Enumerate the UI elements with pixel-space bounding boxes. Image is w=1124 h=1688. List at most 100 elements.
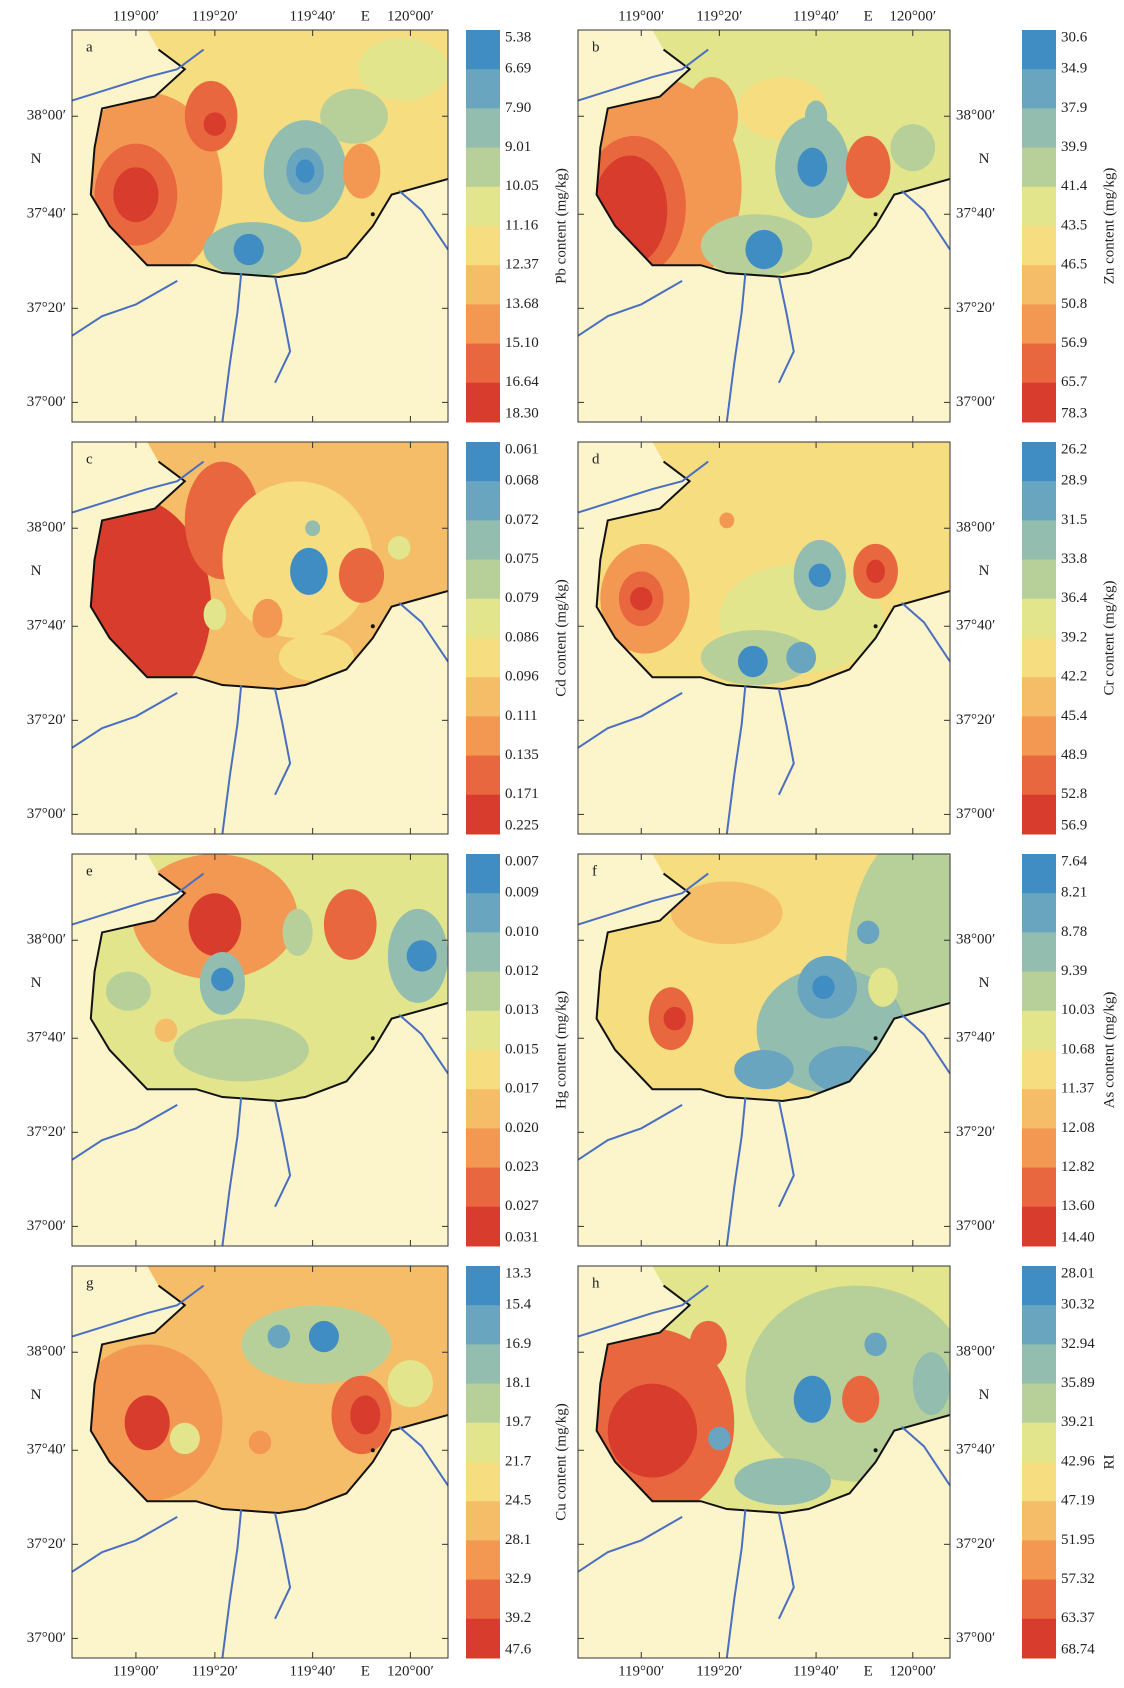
longitude-label: 119°20′: [192, 8, 238, 24]
colorbar-label: 12.82: [1061, 1159, 1095, 1175]
colorbar-label: 51.95: [1061, 1532, 1095, 1548]
contour-zone: [719, 512, 735, 529]
contour-zone: [188, 893, 242, 956]
river: [72, 460, 205, 514]
city-dot: [370, 624, 375, 629]
colorbar-bin: [466, 1266, 500, 1306]
longitude-label: 119°40′: [793, 8, 839, 24]
longitude-label: 119°20′: [192, 1663, 238, 1679]
latitude-label: 37°20′: [956, 300, 995, 316]
river: [900, 1425, 950, 1487]
river: [72, 872, 205, 926]
colorbar-bin: [1022, 520, 1056, 561]
north-label: N: [31, 1387, 42, 1403]
colorbar-label: 32.94: [1061, 1336, 1095, 1352]
contour-zone: [737, 645, 768, 678]
colorbar-bin: [466, 1462, 500, 1502]
colorbar-bin: [466, 147, 500, 188]
map-frame: [577, 853, 951, 1247]
contour-zone: [308, 1320, 339, 1353]
colorbar-title: As content (mg/kg): [1101, 992, 1117, 1109]
colorbar-label: 0.027: [505, 1198, 539, 1214]
contour-zone: [912, 1352, 950, 1415]
latitude-label: 37°20′: [27, 1536, 66, 1552]
colorbar-label: 0.007: [505, 853, 539, 869]
longitude-label: 120°00′: [387, 8, 434, 24]
contour-zone: [406, 940, 437, 972]
longitude-label: 120°00′: [889, 1663, 936, 1679]
colorbar-bin: [466, 442, 500, 482]
colorbar-label: 47.6: [505, 1641, 532, 1657]
river: [274, 688, 292, 796]
colorbar-bin: [1022, 1344, 1056, 1385]
colorbar-label: 7.64: [1061, 853, 1088, 869]
contour-zone: [868, 967, 898, 1007]
colorbar-label: 10.03: [1061, 1002, 1095, 1018]
river: [398, 1425, 448, 1487]
contour-zone: [342, 143, 381, 199]
contour-zone: [124, 1395, 170, 1451]
colorbar-label: 13.3: [505, 1265, 531, 1281]
colorbar-bin: [1022, 1462, 1056, 1502]
colorbar-label: 0.061: [505, 441, 539, 457]
contour-zone: [338, 547, 385, 603]
colorbar-title: Pb content (mg/kg): [553, 168, 569, 284]
colorbar-label: 0.225: [505, 817, 539, 833]
colorbar-bin: [1022, 30, 1056, 70]
colorbar-title: RI: [1101, 1454, 1117, 1469]
colorbar-label: 39.2: [505, 1610, 531, 1626]
colorbar-bin: [1022, 598, 1056, 639]
map-frame: [577, 441, 951, 835]
contour-zone: [320, 88, 388, 144]
panel-letter: h: [592, 1275, 600, 1291]
longitude-label: 119°00′: [618, 1663, 664, 1679]
colorbar-bin: [466, 794, 500, 835]
colorbar-label: 0.015: [505, 1041, 539, 1057]
colorbar-bin: [1022, 716, 1056, 757]
colorbar-label: 0.072: [505, 512, 539, 528]
colorbar-bin: [1022, 1167, 1056, 1208]
river: [72, 1516, 178, 1573]
contour-zone: [689, 1320, 727, 1368]
map-panel: d 38°00′ 37°40′ 37°20′ 37°00′ N 26.2 28.9 31.5 33…: [577, 441, 1117, 835]
colorbar-bin: [466, 226, 500, 266]
colorbar-bin: [466, 1050, 500, 1090]
colorbar-label: 0.013: [505, 1002, 539, 1018]
colorbar-bin: [466, 1305, 500, 1345]
river: [900, 189, 950, 251]
east-label: E: [361, 1663, 370, 1679]
colorbar-bin: [1022, 677, 1056, 717]
contour-zone: [105, 971, 151, 1011]
colorbar-bin: [466, 1501, 500, 1541]
city-dot: [873, 624, 878, 629]
colorbar-bin: [1022, 1383, 1056, 1424]
colorbar-bin: [466, 265, 500, 305]
colorbar-bin: [466, 481, 500, 521]
colorbar-bin: [466, 559, 500, 600]
latitude-label: 37°40′: [956, 206, 995, 222]
latitude-label: 37°40′: [956, 1442, 995, 1458]
colorbar-label: 9.01: [505, 139, 531, 155]
contour-zone: [708, 1426, 731, 1451]
colorbar-label: 0.017: [505, 1081, 539, 1097]
colorbar-label: 36.4: [1061, 590, 1088, 606]
colorbar-label: 57.32: [1061, 1571, 1095, 1587]
colorbar-bin: [466, 304, 500, 345]
colorbar-bin: [1022, 304, 1056, 345]
colorbar-bin: [1022, 559, 1056, 600]
north-label: N: [979, 975, 990, 991]
north-label: N: [979, 151, 990, 167]
colorbar-bin: [466, 716, 500, 757]
colorbar-label: 56.9: [1061, 335, 1087, 351]
north-label: N: [31, 563, 42, 579]
map-frame: [577, 1265, 951, 1659]
colorbar-label: 14.40: [1061, 1229, 1095, 1245]
latitude-label: 37°00′: [27, 394, 66, 410]
colorbar-label: 65.7: [1061, 374, 1088, 390]
colorbar-bin: [1022, 794, 1056, 835]
contour-zone: [267, 1324, 291, 1349]
contour-zone: [248, 1430, 272, 1455]
panel-letter: e: [86, 863, 93, 879]
map-panel: f 38°00′ 37°40′ 37°20′ 37°00′ N 7.64 8.21 8.78 9.…: [577, 853, 1117, 1247]
panel-letter: c: [86, 451, 93, 467]
